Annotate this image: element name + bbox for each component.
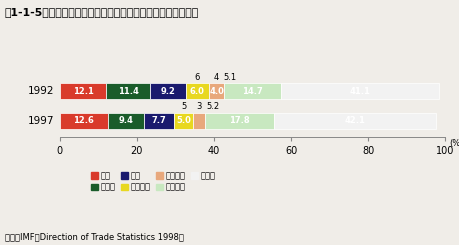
Bar xyxy=(60,83,106,99)
Text: 3: 3 xyxy=(196,102,202,111)
Text: 5.2: 5.2 xyxy=(206,102,219,111)
Bar xyxy=(145,113,174,129)
Text: 1992: 1992 xyxy=(28,86,54,96)
Text: 5: 5 xyxy=(181,102,186,111)
Bar xyxy=(274,113,436,129)
Text: 第1-1-5図　日本の貿易輸出額の世界に占める割合は減少傾向: 第1-1-5図 日本の貿易輸出額の世界に占める割合は減少傾向 xyxy=(5,7,199,17)
Text: 4.0: 4.0 xyxy=(209,87,224,96)
Text: 4: 4 xyxy=(214,73,219,82)
Bar xyxy=(205,113,274,129)
Bar xyxy=(60,113,108,129)
Text: 12.1: 12.1 xyxy=(73,87,94,96)
Bar xyxy=(174,113,193,129)
Bar xyxy=(106,83,150,99)
Bar xyxy=(281,83,439,99)
Text: 9.4: 9.4 xyxy=(119,116,134,125)
Text: 6: 6 xyxy=(195,73,200,82)
Text: 1997: 1997 xyxy=(28,116,54,126)
Text: 11.4: 11.4 xyxy=(118,87,139,96)
Text: 42.1: 42.1 xyxy=(344,116,365,125)
Text: 5.1: 5.1 xyxy=(224,73,237,82)
Text: 9.2: 9.2 xyxy=(161,87,175,96)
Bar xyxy=(108,113,145,129)
Text: 6.0: 6.0 xyxy=(190,87,205,96)
Bar xyxy=(209,83,224,99)
Text: 12.6: 12.6 xyxy=(73,116,95,125)
Text: 資料：IMF「Direction of Trade Statistics 1998」: 資料：IMF「Direction of Trade Statistics 199… xyxy=(5,232,184,241)
Bar xyxy=(186,83,209,99)
Text: 17.8: 17.8 xyxy=(229,116,250,125)
Bar xyxy=(224,83,281,99)
Text: (%): (%) xyxy=(449,139,459,148)
Text: 14.7: 14.7 xyxy=(242,87,263,96)
Bar xyxy=(150,83,186,99)
Text: 7.7: 7.7 xyxy=(152,116,167,125)
Legend: 米国, ドイツ, 日本, フランス, イギリス, 東アジア, その他: 米国, ドイツ, 日本, フランス, イギリス, 東アジア, その他 xyxy=(91,171,216,192)
Text: 41.1: 41.1 xyxy=(350,87,371,96)
Text: 5.0: 5.0 xyxy=(176,116,191,125)
Bar xyxy=(193,113,205,129)
